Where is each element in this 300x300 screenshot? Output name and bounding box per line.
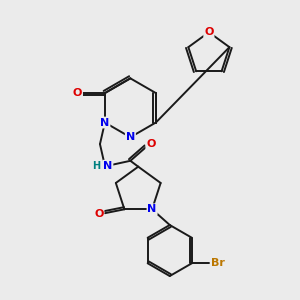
Text: O: O [73,88,82,98]
Text: N: N [126,132,135,142]
Text: O: O [94,209,104,219]
Text: O: O [204,27,214,37]
Text: O: O [146,139,156,149]
Text: H: H [92,161,100,171]
Text: N: N [103,161,112,171]
Text: N: N [100,118,110,128]
Text: N: N [148,204,157,214]
Text: Br: Br [212,258,225,268]
